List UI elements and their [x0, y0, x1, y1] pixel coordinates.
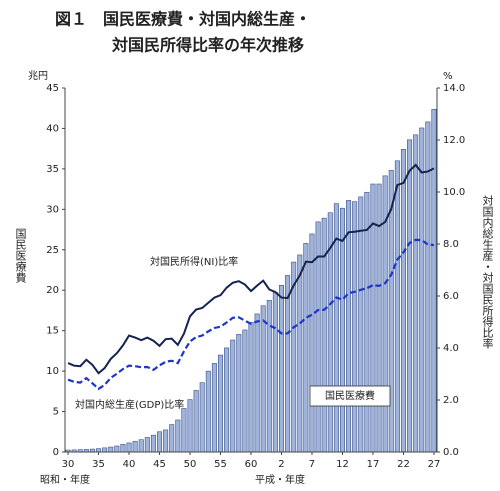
chart-title: 対国民所得比率の年次推移: [111, 36, 304, 55]
bar: [272, 292, 278, 453]
bar: [120, 444, 126, 453]
bar: [394, 160, 400, 453]
y-tick-label: 30: [46, 204, 59, 215]
series-label: 国民医療費: [325, 389, 375, 402]
y-tick-label: 20: [46, 285, 59, 296]
y-axis-label: 国民医療費: [14, 228, 27, 283]
bar: [242, 329, 248, 453]
y2-unit: %: [443, 71, 453, 82]
bar: [175, 419, 181, 453]
bar: [236, 334, 242, 453]
y-tick-label: 5: [53, 407, 59, 418]
bar: [126, 442, 132, 453]
bar: [193, 390, 199, 453]
bar: [260, 305, 266, 453]
bar: [224, 347, 230, 453]
x-tick-label: 12: [336, 459, 349, 470]
y-tick-label: 35: [46, 164, 59, 175]
bar: [181, 408, 187, 453]
y2-tick-label: 4.0: [443, 343, 459, 354]
bar: [254, 313, 260, 453]
x-tick-label: 22: [397, 459, 410, 470]
x-tick-label: 2: [278, 459, 284, 470]
label-box: [309, 385, 391, 407]
bar: [431, 109, 437, 453]
bar: [407, 139, 413, 453]
line: [67, 238, 435, 391]
series-label: 対国民所得(NI)比率: [150, 255, 238, 268]
x-tick-label: 17: [367, 459, 380, 470]
y2-tick-label: 6.0: [443, 291, 459, 302]
bar: [157, 431, 163, 453]
chart-title: 図１ 国民医療費・対国内総生産・: [55, 10, 311, 29]
bar: [346, 200, 352, 453]
x-tick-label: 55: [214, 459, 227, 470]
bar: [132, 441, 138, 453]
x-tick-label: 35: [92, 459, 105, 470]
bar: [248, 322, 254, 453]
bar: [218, 354, 224, 453]
y-tick-label: 40: [46, 123, 59, 134]
x-axis-label: 昭和・年度: [40, 473, 90, 486]
y2-tick-label: 12.0: [443, 135, 465, 146]
x-tick-label: 40: [123, 459, 136, 470]
line: [67, 163, 435, 375]
bar: [138, 439, 144, 453]
x-tick-label: 50: [184, 459, 197, 470]
bar: [358, 196, 364, 453]
series-label: 対国内総生産(GDP)比率: [75, 398, 184, 411]
bar: [303, 243, 309, 453]
y2-tick-label: 8.0: [443, 239, 459, 250]
bar: [163, 429, 169, 453]
y-tick-label: 15: [46, 326, 59, 337]
x-tick-label: 45: [153, 459, 166, 470]
y2-tick-label: 10.0: [443, 187, 465, 198]
bar: [352, 201, 358, 453]
bar: [102, 447, 108, 453]
y-tick-label: 10: [46, 366, 59, 377]
bar: [230, 339, 236, 453]
bar: [108, 446, 114, 453]
y2-tick-label: 0.0: [443, 447, 459, 458]
bar: [297, 254, 303, 453]
bar: [144, 437, 150, 453]
bar: [419, 127, 425, 453]
x-tick-label: 60: [245, 459, 258, 470]
y-tick-label: 0: [53, 447, 59, 458]
bar: [205, 370, 211, 453]
bar: [114, 445, 120, 453]
bar: [278, 284, 284, 453]
bar: [413, 134, 419, 453]
x-tick-label: 30: [62, 459, 75, 470]
bar: [211, 363, 217, 453]
bar: [364, 191, 370, 453]
bar: [169, 424, 175, 453]
bar: [400, 149, 406, 453]
x-axis-label: 平成・年度: [255, 473, 305, 486]
bar: [309, 233, 315, 453]
y-tick-label: 45: [46, 83, 59, 94]
bar: [187, 399, 193, 453]
y2-tick-label: 2.0: [443, 395, 459, 406]
bar: [199, 382, 205, 453]
bar: [339, 207, 345, 453]
bar: [285, 275, 291, 453]
x-tick-label: 27: [428, 459, 441, 470]
bar: [150, 434, 156, 453]
y-tick-label: 25: [46, 245, 59, 256]
x-tick-label: 7: [309, 459, 315, 470]
y-unit: 兆円: [28, 70, 48, 82]
y2-axis-label: 対国内総生産・対国民所得比率: [481, 194, 494, 350]
y2-tick-label: 14.0: [443, 83, 465, 94]
